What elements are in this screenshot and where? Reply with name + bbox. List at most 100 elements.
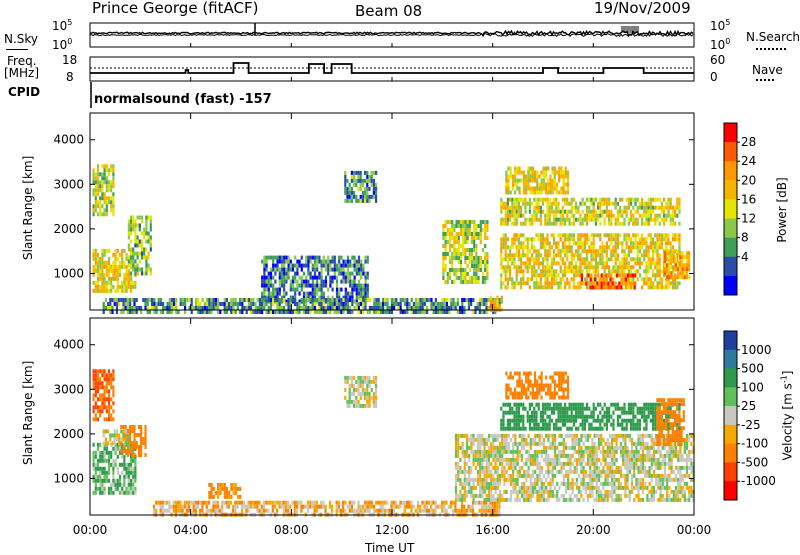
power-cell-9 [594,286,596,290]
power-cell-2 [130,224,132,228]
power-cell-3 [365,288,367,292]
velocity-cell-5 [498,509,500,513]
power-cell-8 [579,261,581,265]
power-cell-4 [206,310,208,314]
power-cell-6 [462,232,464,236]
velocity-cell-7 [490,442,492,446]
power-cell-3 [336,292,338,296]
velocity-cell-7 [506,470,508,474]
power-cell-4 [252,310,254,314]
power-cell-10 [610,202,612,206]
power-cell-8 [654,261,656,265]
power-cell-4 [257,310,259,314]
power-cell-2 [132,248,134,252]
power-cell-11 [510,191,512,195]
power-cell-8 [560,237,562,241]
velocity-cell-0 [119,475,121,479]
power-cell-9 [609,278,611,282]
power-cell-11 [543,187,545,191]
power-cell-12 [670,255,672,259]
power-cell-8 [571,249,573,253]
velocity-cell-7 [503,498,505,502]
power-cell-10 [623,210,625,214]
velocity-cell-7 [470,450,472,454]
power-cell-0 [112,269,114,273]
velocity-cell-7 [508,462,510,466]
velocity-cell-4 [230,483,232,487]
power-cell-6 [460,232,462,236]
velocity-cell-1 [95,393,97,397]
power-cell-2 [130,240,132,244]
power-cell-8 [518,241,520,245]
power-cell-11 [558,171,560,175]
power-cell-4 [213,306,215,310]
velocity-cell-7 [508,446,510,450]
power-cell-0 [101,281,103,285]
power-cell-8 [555,281,557,285]
velocity-cell-7 [563,450,565,454]
power-cell-3 [334,256,336,260]
power-cell-4 [452,298,454,302]
velocity-cell-7 [550,486,552,490]
velocity-cell-7 [550,482,552,486]
velocity-cell-5 [294,501,296,505]
velocity-cell-5 [375,501,377,505]
power-cell-10 [553,214,555,218]
velocity-cell-7 [545,470,547,474]
power-cell-8 [665,281,667,285]
power-cell-4 [479,298,481,302]
power-cell-0 [97,269,99,273]
power-cell-8 [522,249,524,253]
power-cell-3 [301,256,303,260]
power-cell-11 [536,179,538,183]
power-cell-1 [106,164,108,168]
power-cell-4 [400,310,402,314]
power-cell-8 [608,237,610,241]
power-cell-6 [442,228,444,232]
power-cell-4 [463,298,465,302]
velocity-cell-7 [587,458,589,462]
power-cell-1 [93,172,95,176]
velocity-cell-7 [569,446,571,450]
power-cell-4 [276,306,278,310]
velocity-cell-0 [108,459,110,463]
power-cell-10 [562,206,564,210]
velocity-cell-5 [406,501,408,505]
power-cell-4 [239,310,241,314]
power-cell-8 [678,237,680,241]
velocity-cell-5 [336,501,338,505]
power-cell-3 [338,256,340,260]
power-cell-2 [128,256,130,260]
power-cell-10 [639,202,641,206]
power-cell-9 [598,282,600,286]
velocity-cell-5 [342,505,344,509]
power-cell-4 [433,302,435,306]
power-cell-6 [467,224,469,228]
power-cell-5 [351,199,353,203]
power-cell-0 [130,277,132,281]
power-cell-4 [215,298,217,302]
velocity-cell-7 [578,450,580,454]
power-cell-4 [367,310,369,314]
power-cell-6 [469,228,471,232]
velocity-cell-7 [552,446,554,450]
power-cell-8 [637,253,639,257]
power-cell-8 [604,269,606,273]
velocity-cell-5 [212,501,214,505]
power-cell-3 [272,288,274,292]
power-cell-9 [627,274,629,278]
velocity-cell-0 [115,447,117,451]
power-cell-8 [524,245,526,249]
power-cell-0 [115,253,117,257]
power-cell-8 [500,261,502,265]
power-cell-8 [593,237,595,241]
power-cell-10 [522,202,524,206]
velocity-cell-5 [226,505,228,509]
velocity-cell-7 [565,470,567,474]
velocity-cell-6 [357,388,359,392]
power-cell-8 [621,269,623,273]
velocity-cell-7 [479,454,481,458]
power-cell-4 [441,302,443,306]
power-cell-8 [612,265,614,269]
power-cell-10 [663,206,665,210]
